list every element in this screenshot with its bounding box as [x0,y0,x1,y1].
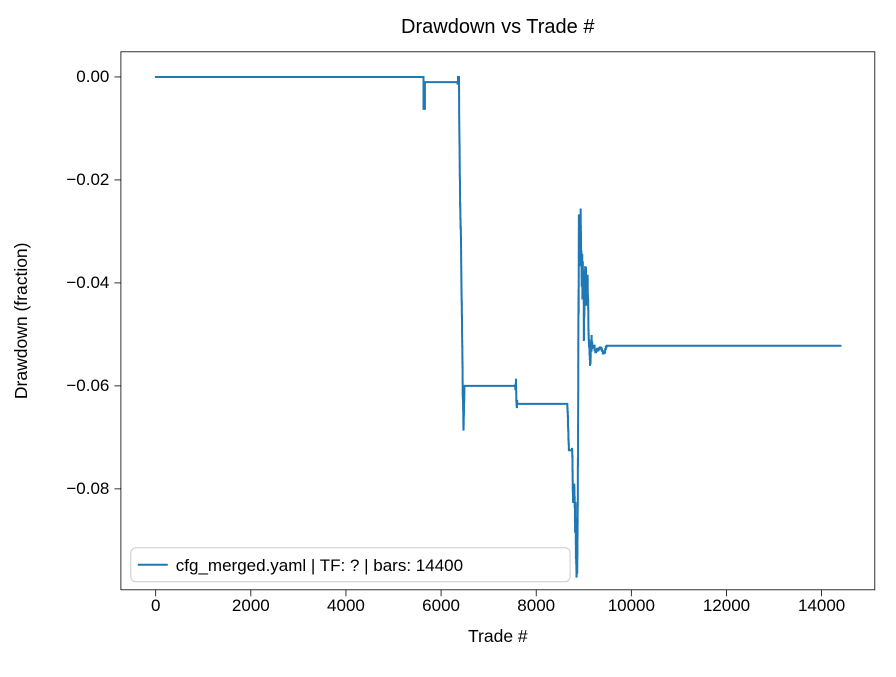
svg-text:0.00: 0.00 [76,67,109,86]
svg-text:12000: 12000 [703,596,750,615]
svg-text:10000: 10000 [608,596,655,615]
svg-text:−0.04: −0.04 [66,273,109,292]
svg-text:cfg_merged.yaml | TF: ? | bars: cfg_merged.yaml | TF: ? | bars: 14400 [176,556,463,575]
svg-text:−0.06: −0.06 [66,376,109,395]
svg-text:4000: 4000 [327,596,365,615]
svg-text:−0.08: −0.08 [66,479,109,498]
svg-text:6000: 6000 [422,596,460,615]
svg-text:0: 0 [151,596,160,615]
svg-text:14000: 14000 [798,596,845,615]
svg-text:−0.02: −0.02 [66,170,109,189]
svg-text:Trade #: Trade # [468,626,528,646]
svg-text:Drawdown (fraction): Drawdown (fraction) [11,243,31,400]
svg-text:8000: 8000 [517,596,555,615]
svg-text:2000: 2000 [232,596,270,615]
svg-text:Drawdown vs Trade #: Drawdown vs Trade # [401,16,595,38]
